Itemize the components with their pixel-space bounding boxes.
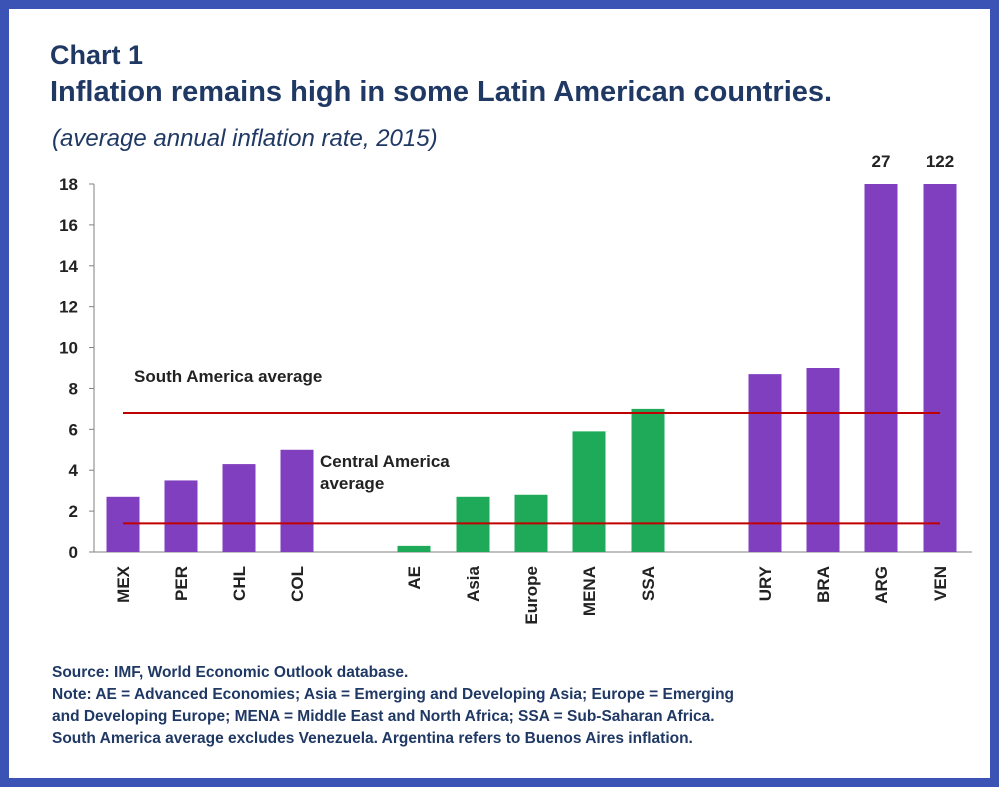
bar-chl — [222, 464, 256, 552]
x-tick-label: MENA — [580, 566, 599, 616]
bar-ssa — [631, 408, 665, 552]
label-line: average — [320, 474, 384, 493]
y-tick-label: 10 — [59, 339, 78, 358]
source-line: Source: IMF, World Economic Outlook data… — [52, 664, 409, 681]
x-tick-label: Europe — [522, 566, 541, 625]
y-tick-label: 0 — [69, 543, 78, 562]
chart-number: Chart 1 — [50, 40, 144, 70]
bar-ae — [397, 545, 431, 552]
x-tick-label: MEX — [114, 565, 133, 603]
bar-value-label: 27 — [872, 152, 891, 171]
bar-col — [280, 449, 314, 552]
note-line: Note: AE = Advanced Economies; Asia = Em… — [52, 686, 735, 703]
y-tick-label: 6 — [69, 420, 78, 439]
central-america-average-label: Central America average — [320, 452, 450, 493]
y-tick-label: 2 — [69, 502, 78, 521]
label-line: Central America — [320, 452, 450, 471]
bar-asia — [456, 496, 490, 552]
x-tick-label: VEN — [931, 566, 950, 601]
x-tick-label: Asia — [464, 565, 483, 601]
y-tick-label: 8 — [69, 379, 78, 398]
y-tick-label: 14 — [59, 257, 78, 276]
x-tick-label: SSA — [639, 566, 658, 601]
y-tick-label: 12 — [59, 298, 78, 317]
y-tick-label: 4 — [69, 461, 79, 480]
bar-value-label: 122 — [926, 152, 954, 171]
note-line: and Developing Europe; MENA = Middle Eas… — [52, 708, 715, 725]
x-tick-label: COL — [288, 566, 307, 602]
x-tick-label: URY — [756, 565, 775, 601]
bar-ury — [748, 374, 782, 552]
bar-bra — [806, 368, 840, 552]
bar-mena — [572, 431, 606, 552]
bar-arg — [864, 184, 898, 552]
x-tick-label: ARG — [872, 566, 891, 604]
source-notes: Source: IMF, World Economic Outlook data… — [52, 662, 734, 750]
bar-ven — [923, 184, 957, 552]
x-tick-label: BRA — [814, 566, 833, 603]
y-tick-label: 18 — [59, 175, 78, 194]
note-line: South America average excludes Venezuela… — [52, 730, 693, 747]
y-tick-label: 16 — [59, 216, 78, 235]
x-tick-label: PER — [172, 566, 191, 601]
chart-title: Inflation remains high in some Latin Ame… — [50, 76, 833, 108]
bar-mex — [106, 496, 140, 552]
x-tick-label: AE — [405, 566, 424, 590]
x-tick-label: CHL — [230, 566, 249, 601]
chart-subtitle: (average annual inflation rate, 2015) — [52, 125, 438, 152]
bar-per — [164, 480, 198, 552]
south-america-average-label: South America average — [134, 367, 322, 386]
